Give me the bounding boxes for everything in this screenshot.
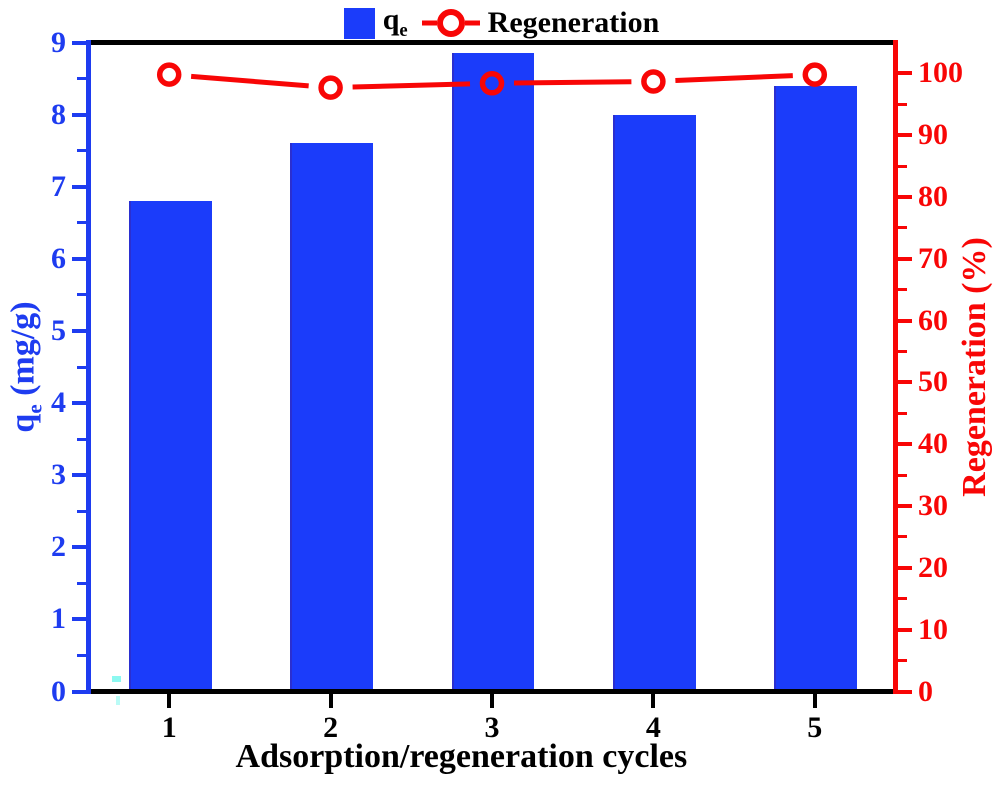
left-axis-minor-tick (77, 581, 86, 585)
left-axis-minor-tick (77, 221, 86, 225)
x-axis-tick-label: 5 (807, 711, 823, 744)
right-axis-minor-tick (898, 350, 907, 354)
qe-bar-swatch-icon (343, 7, 375, 39)
left-axis-major-tick (72, 401, 86, 406)
left-axis-tick-label: 9 (51, 25, 66, 59)
left-axis-minor-tick (77, 653, 86, 657)
bottom-spine (86, 689, 898, 694)
right-axis-minor-tick (898, 535, 907, 539)
left-axis-minor-tick (77, 149, 86, 153)
right-axis-tick-label: 100 (918, 56, 963, 90)
left-axis-minor-tick (77, 293, 86, 297)
right-axis-major-tick (898, 195, 912, 200)
line-segment (190, 73, 309, 89)
right-axis-tick-label: 0 (918, 674, 933, 708)
x-axis-tick (651, 694, 656, 708)
right-axis-major-tick (898, 256, 912, 261)
x-axis-tick (490, 694, 494, 708)
right-axis-tick-label: 50 (918, 365, 948, 399)
right-axis-major-tick (898, 133, 912, 138)
x-axis-tick-label: 1 (161, 711, 177, 744)
right-axis-minor-tick (898, 288, 907, 292)
x-axis-tick-label: 2 (323, 711, 339, 744)
right-axis-minor-tick (898, 411, 907, 415)
right-axis-minor-tick (898, 597, 907, 601)
left-axis-major-tick (72, 184, 86, 189)
right-axis-major-tick (898, 71, 912, 76)
right-axis-tick-label: 70 (918, 241, 948, 275)
left-axis-minor-tick (77, 365, 86, 369)
compression-artifact (112, 676, 121, 682)
left-axis-major-tick (72, 112, 86, 117)
left-axis-tick-label: 2 (51, 530, 66, 564)
x-axis-tick-label: 4 (645, 711, 661, 744)
legend-item-regeneration: Regeneration (421, 5, 660, 41)
right-axis-major-tick (898, 504, 912, 509)
left-axis-tick-label: 4 (51, 386, 66, 420)
x-axis-tick (328, 694, 333, 708)
regeneration-marker-cycle-5 (802, 62, 828, 87)
right-axis-minor-tick (898, 226, 907, 230)
left-axis-minor-tick (77, 437, 86, 441)
open-circle-line-icon (421, 9, 480, 37)
left-axis-tick-label: 7 (51, 169, 66, 203)
left-axis-minor-tick (77, 77, 86, 81)
compression-artifact (116, 696, 120, 705)
right-axis-major-tick (898, 565, 912, 570)
right-axis-minor-tick (898, 473, 907, 477)
right-axis-tick-label: 20 (918, 550, 948, 584)
left-axis-major-tick (72, 328, 86, 333)
right-axis-minor-tick (898, 164, 907, 168)
left-axis-tick-label: 8 (51, 97, 66, 131)
legend-item-qe: qe (343, 3, 408, 42)
regeneration-marker-cycle-2 (318, 75, 343, 100)
bar-cycle-5 (774, 85, 858, 691)
left-axis-tick-label: 1 (51, 602, 66, 636)
right-axis-minor-tick (898, 659, 907, 663)
top-spine (86, 40, 898, 45)
legend-label-qe: qe (382, 3, 408, 42)
x-axis-tick (812, 694, 817, 708)
left-axis-major-tick (72, 473, 86, 478)
right-spine (893, 40, 898, 694)
right-axis-major-tick (898, 627, 912, 632)
left-axis-tick-label: 6 (51, 241, 66, 275)
x-axis-tick (167, 694, 172, 708)
right-axis-tick-label: 90 (918, 118, 948, 152)
left-axis-major-tick (72, 40, 86, 45)
bar-cycle-3 (451, 53, 535, 691)
legend-label-regeneration: Regeneration (487, 6, 660, 39)
left-axis-minor-tick (77, 509, 86, 513)
bar-cycle-1 (128, 201, 212, 691)
legend: qe Regeneration (0, 2, 1003, 44)
left-axis-tick-label: 0 (51, 674, 66, 708)
right-axis-tick-label: 30 (918, 489, 948, 523)
x-axis-title: Adsorption/regeneration cycles (235, 738, 688, 775)
line-segment (675, 73, 793, 84)
right-axis-tick-label: 10 (918, 612, 948, 646)
right-axis-major-tick (898, 442, 912, 447)
bar-cycle-2 (290, 143, 373, 691)
left-axis-tick-label: 3 (51, 458, 66, 492)
bar-cycle-4 (613, 114, 696, 691)
right-axis-major-tick (898, 318, 912, 323)
regeneration-marker-cycle-4 (641, 69, 666, 94)
left-axis-major-tick (72, 545, 86, 550)
left-axis-major-tick (72, 689, 86, 694)
left-axis-major-tick (72, 256, 86, 261)
left-spine (86, 40, 91, 694)
right-axis-major-tick (898, 689, 912, 694)
right-axis-tick-label: 60 (918, 303, 948, 337)
right-axis-tick-label: 40 (918, 427, 948, 461)
regeneration-marker-cycle-1 (156, 62, 182, 87)
left-axis-tick-label: 5 (51, 313, 66, 347)
right-axis-tick-label: 80 (918, 180, 948, 214)
left-axis-major-tick (72, 617, 86, 622)
right-axis-minor-tick (898, 102, 907, 106)
x-axis-tick-label: 3 (484, 711, 500, 744)
right-axis-major-tick (898, 380, 912, 385)
